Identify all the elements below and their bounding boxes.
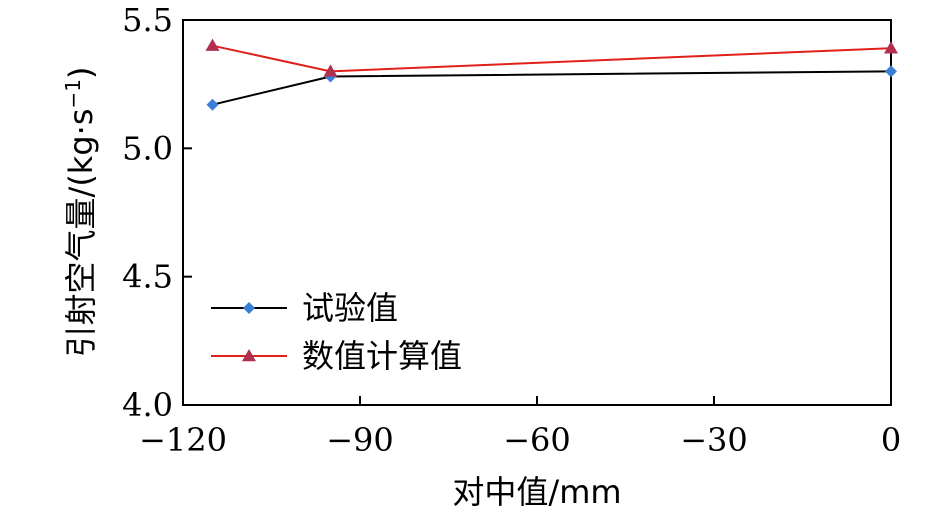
- x-tick-label: 0: [881, 421, 901, 459]
- legend-marker-2: [242, 349, 256, 362]
- legend-label-2: 数值计算值: [302, 337, 462, 375]
- series-line-2: [212, 44, 892, 73]
- y-axis-label-main: 引射空气量/(kg·s: [62, 109, 100, 358]
- plot-frame: [182, 19, 892, 406]
- axes: −120 −90 −60 −30 0 4.0 4.5 5.0 5.5: [122, 1, 901, 459]
- axis-labels: 对中值/mm 引射空气量/(kg·s−1): [61, 67, 622, 511]
- series-line-1: [212, 70, 892, 106]
- x-tick-label: −60: [503, 421, 571, 459]
- y-axis-label-superscript: −1: [61, 79, 85, 108]
- x-axis-label: 对中值/mm: [452, 473, 621, 511]
- x-tick-label: −30: [680, 421, 748, 459]
- legend-marker-1: [243, 302, 255, 314]
- x-tick-label: −90: [326, 421, 394, 459]
- legend-label-1: 试验值: [302, 289, 398, 327]
- series-2-point: [323, 64, 338, 77]
- x-tick-label: −120: [139, 421, 227, 459]
- y-tick-label: 5.5: [122, 1, 173, 39]
- series-2-point: [205, 38, 220, 51]
- y-tick-label: 4.5: [122, 258, 173, 296]
- y-tick-label: 5.0: [122, 129, 173, 167]
- series-1-point: [885, 65, 897, 78]
- y-tick-label: 4.0: [122, 386, 173, 424]
- y-axis-label-close: ): [62, 67, 100, 79]
- series-layer: [205, 38, 898, 111]
- y-axis-label: 引射空气量/(kg·s−1): [61, 67, 100, 358]
- series-1-point: [206, 98, 219, 111]
- series-2-point: [884, 41, 898, 54]
